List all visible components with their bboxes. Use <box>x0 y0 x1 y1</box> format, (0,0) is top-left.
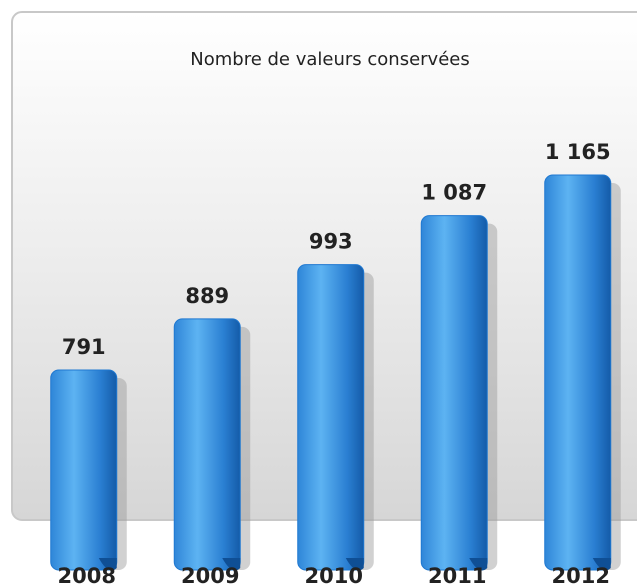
x-tick-label: 2010 <box>305 564 363 587</box>
x-tick-label: 2008 <box>58 564 116 587</box>
bar <box>297 264 365 571</box>
bar-curl <box>469 558 488 571</box>
chart-title: Nombre de valeurs conservées <box>190 49 469 70</box>
value-label: 1 165 <box>545 140 611 164</box>
bar-curl <box>592 558 611 571</box>
value-label: 1 087 <box>421 181 487 205</box>
bar-curl <box>222 558 241 571</box>
bar <box>50 369 118 571</box>
value-label: 889 <box>185 284 229 308</box>
x-tick-label: 2011 <box>428 564 486 587</box>
bar-curl <box>345 558 364 571</box>
bar <box>420 215 488 571</box>
bar-curl <box>98 558 117 571</box>
x-tick-label: 2012 <box>552 564 610 587</box>
x-tick-label: 2009 <box>181 564 239 587</box>
bar <box>173 318 241 571</box>
bar <box>544 174 612 571</box>
value-label: 791 <box>62 335 106 359</box>
value-label: 993 <box>309 230 353 254</box>
